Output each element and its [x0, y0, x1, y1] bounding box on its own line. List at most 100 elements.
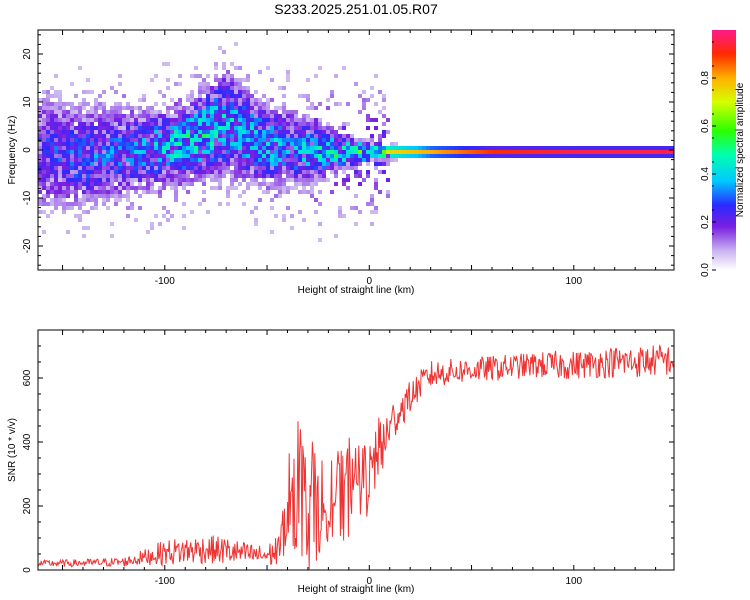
heatmap-cell — [94, 106, 98, 110]
heatmap-cell — [290, 178, 294, 182]
heatmap-cell — [102, 198, 106, 202]
heatmap-cell — [186, 174, 190, 178]
heatmap-cell — [522, 154, 526, 158]
heatmap-cell — [366, 174, 370, 178]
heatmap-cell — [58, 170, 62, 174]
heatmap-cell — [594, 146, 598, 150]
heatmap-cell — [258, 150, 262, 154]
heatmap-cell — [46, 102, 50, 106]
heatmap-cell — [122, 162, 126, 166]
heatmap-cell — [358, 182, 362, 186]
heatmap-cell — [190, 106, 194, 110]
heatmap-cell — [334, 158, 338, 162]
heatmap-cell — [302, 178, 306, 182]
heatmap-cell — [86, 78, 90, 82]
heatmap-cell — [346, 158, 350, 162]
heatmap-cell — [358, 146, 362, 150]
heatmap-cell — [270, 130, 274, 134]
heatmap-cell — [390, 150, 394, 154]
heatmap-cell — [234, 42, 238, 46]
heatmap-cell — [66, 102, 70, 106]
heatmap-cell — [306, 114, 310, 118]
heatmap-cell — [566, 146, 570, 150]
heatmap-cell — [498, 146, 502, 150]
heatmap-cell — [218, 178, 222, 182]
heatmap-cell — [486, 150, 490, 154]
tick-label: 200 — [22, 497, 33, 514]
heatmap-cell — [106, 126, 110, 130]
heatmap-cell — [546, 154, 550, 158]
heatmap-cell — [570, 146, 574, 150]
heatmap-cell — [114, 126, 118, 130]
heatmap-cell — [150, 78, 154, 82]
heatmap-cell — [210, 98, 214, 102]
heatmap-cell — [334, 150, 338, 154]
heatmap-cell — [146, 174, 150, 178]
heatmap-cell — [274, 150, 278, 154]
heatmap-cell — [386, 162, 390, 166]
heatmap-cell — [198, 166, 202, 170]
heatmap-cell — [50, 94, 54, 98]
heatmap-cell — [514, 146, 518, 150]
heatmap-cell — [38, 114, 42, 118]
heatmap-cell — [58, 142, 62, 146]
heatmap-cell — [134, 114, 138, 118]
heatmap-cell — [294, 122, 298, 126]
heatmap-cell — [290, 150, 294, 154]
heatmap-cell — [266, 138, 270, 142]
heatmap-cell — [86, 110, 90, 114]
heatmap-cell — [554, 154, 558, 158]
heatmap-cell — [366, 158, 370, 162]
heatmap-cell — [370, 154, 374, 158]
heatmap-cell — [194, 74, 198, 78]
heatmap-cell — [254, 166, 258, 170]
heatmap-cell — [442, 146, 446, 150]
heatmap-cell — [114, 158, 118, 162]
heatmap-cell — [286, 110, 290, 114]
tick-label: -100 — [155, 576, 175, 587]
heatmap-cell — [230, 62, 234, 66]
heatmap-cell — [98, 102, 102, 106]
heatmap-cell — [66, 130, 70, 134]
heatmap-cell — [366, 142, 370, 146]
heatmap-cell — [206, 142, 210, 146]
heatmap-cell — [62, 126, 66, 130]
heatmap-cell — [42, 126, 46, 130]
heatmap-cell — [234, 186, 238, 190]
heatmap-cell — [390, 158, 394, 162]
heatmap-cell — [130, 130, 134, 134]
heatmap-cell — [162, 186, 166, 190]
heatmap-cell — [102, 178, 106, 182]
heatmap-cell — [82, 142, 86, 146]
heatmap-cell — [50, 190, 54, 194]
heatmap-cell — [130, 122, 134, 126]
heatmap-cell — [310, 150, 314, 154]
heatmap-cell — [190, 146, 194, 150]
heatmap-cell — [190, 170, 194, 174]
heatmap-cell — [354, 138, 358, 142]
heatmap-cell — [82, 198, 86, 202]
heatmap-cell — [78, 198, 82, 202]
heatmap-cell — [126, 146, 130, 150]
heatmap-cell — [270, 166, 274, 170]
heatmap-cell — [338, 214, 342, 218]
heatmap-cell — [270, 162, 274, 166]
heatmap-cell — [330, 170, 334, 174]
heatmap-cell — [90, 162, 94, 166]
heatmap-cell — [82, 174, 86, 178]
heatmap-cell — [286, 150, 290, 154]
heatmap-cell — [538, 154, 542, 158]
heatmap-cell — [82, 126, 86, 130]
heatmap-cell — [222, 142, 226, 146]
heatmap-cell — [158, 174, 162, 178]
heatmap-cell — [78, 150, 82, 154]
heatmap-cell — [518, 150, 522, 154]
heatmap-cell — [246, 106, 250, 110]
heatmap-cell — [230, 162, 234, 166]
heatmap-cell — [370, 138, 374, 142]
heatmap-cell — [74, 138, 78, 142]
heatmap-cell — [62, 138, 66, 142]
heatmap-cell — [422, 154, 426, 158]
heatmap-cell — [94, 182, 98, 186]
heatmap-cell — [462, 150, 466, 154]
